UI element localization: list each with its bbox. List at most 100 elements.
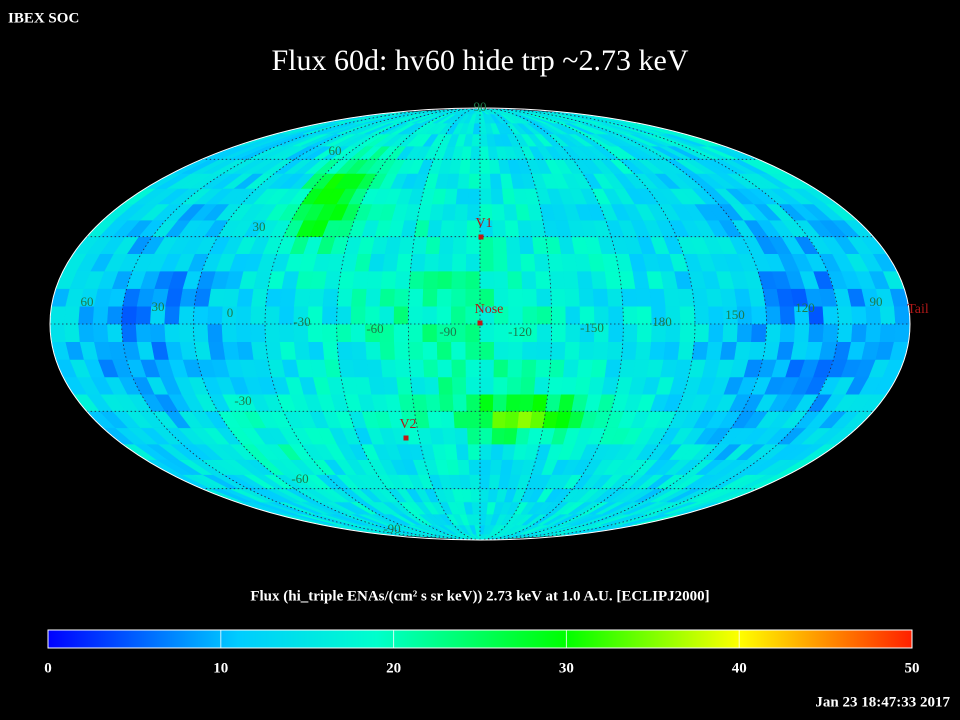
map-cell (408, 288, 424, 307)
map-cell (479, 173, 492, 189)
map-cell (411, 393, 428, 412)
colorbar-tick-label: 30 (559, 660, 574, 676)
map-cell (522, 341, 538, 360)
map-cell (550, 341, 567, 360)
map-cell (382, 253, 400, 272)
map-cell (250, 305, 267, 325)
map-cell (479, 188, 493, 205)
map-cell (422, 288, 438, 307)
map-cell (408, 270, 425, 289)
map-cell (64, 305, 81, 325)
longitude-label: -60 (366, 321, 383, 336)
map-cell (427, 410, 443, 429)
longitude-label: -90 (439, 324, 456, 339)
map-cell (455, 188, 470, 205)
map-cell (265, 288, 283, 307)
marker-label: V2 (399, 417, 416, 432)
map-cell (279, 341, 297, 360)
map-cell (193, 305, 209, 325)
marker-label: V1 (475, 216, 492, 231)
map-cell (439, 236, 455, 255)
map-cell (663, 341, 681, 360)
marker-dot (403, 435, 409, 441)
map-cell (468, 459, 481, 475)
map-cell (550, 288, 567, 307)
map-cell (564, 288, 581, 307)
map-cell (193, 323, 209, 343)
map-cell (493, 359, 509, 378)
map-cell (635, 341, 652, 360)
map-cell (479, 323, 495, 343)
map-outline (49, 107, 911, 541)
colorbar-tick-label: 10 (213, 660, 228, 676)
map-cell (459, 159, 472, 174)
map-cell (547, 253, 564, 272)
map-cell (505, 236, 521, 255)
map-cell (429, 427, 445, 445)
map-cell (451, 359, 467, 378)
map-cell (453, 410, 468, 429)
longitude-label: -120 (508, 324, 532, 339)
map-cell (808, 323, 825, 343)
map-cell (437, 253, 454, 272)
map-cell (207, 323, 224, 343)
map-cell (465, 253, 481, 272)
map-cell (135, 323, 152, 343)
map-cell (408, 359, 425, 378)
map-cell (705, 288, 724, 307)
map-cell (708, 323, 724, 343)
map-cell (722, 323, 739, 343)
map-cell (467, 188, 481, 205)
map-cell (503, 203, 519, 221)
map-cell (708, 305, 724, 325)
map-cell (455, 443, 470, 460)
latitude-label: -90 (383, 521, 400, 536)
map-cell (279, 323, 295, 343)
map-cell (470, 145, 481, 160)
map-cell (822, 323, 839, 343)
map-cell (457, 173, 471, 189)
map-cell (493, 270, 509, 289)
map-cell (536, 288, 552, 307)
map-cell (479, 488, 490, 503)
title: Flux 60d: hv60 hide trp ~2.73 keV (271, 44, 688, 77)
map-cell (519, 236, 535, 255)
map-cell (560, 253, 578, 272)
map-cell (491, 427, 506, 445)
map-cell (465, 341, 481, 360)
map-cell (551, 305, 567, 325)
colorbar-tick-label: 50 (905, 660, 920, 676)
map-cell (121, 323, 138, 343)
map-cell (443, 443, 459, 460)
map-cell (479, 393, 494, 412)
map-cell (393, 323, 409, 343)
map-cell (636, 323, 653, 343)
map-cell (379, 341, 396, 360)
map-cell (621, 288, 638, 307)
map-cell (492, 410, 507, 429)
map-cell (425, 393, 441, 412)
map-labels: 90 60 30 -30 -60 -90 60 30 0 -30 -60 -90 -120 -150 180… (81, 99, 929, 536)
map-cell (492, 219, 507, 238)
map-cell (578, 341, 595, 360)
map-cell (408, 305, 424, 325)
map-cell (608, 305, 624, 325)
map-cell (441, 427, 457, 445)
map-cell (536, 341, 552, 360)
map-cell (366, 270, 384, 289)
map-cell (779, 323, 796, 343)
map-cell (436, 341, 453, 360)
colorbar-caption: Flux (hi_triple ENAs/(cm² s sr keV)) 2.7… (250, 588, 709, 604)
map-cell (78, 323, 95, 343)
colorbar-tick-label: 0 (44, 660, 52, 676)
map-cell (350, 305, 367, 325)
map-cell (324, 270, 342, 289)
map-cell (491, 203, 506, 221)
map-cell (470, 488, 481, 503)
map-cell (451, 341, 467, 360)
map-cell (380, 270, 397, 289)
marker-label: Nose (475, 302, 504, 317)
map-cell (336, 341, 354, 360)
map-cell (592, 288, 609, 307)
map-cell (265, 341, 283, 360)
